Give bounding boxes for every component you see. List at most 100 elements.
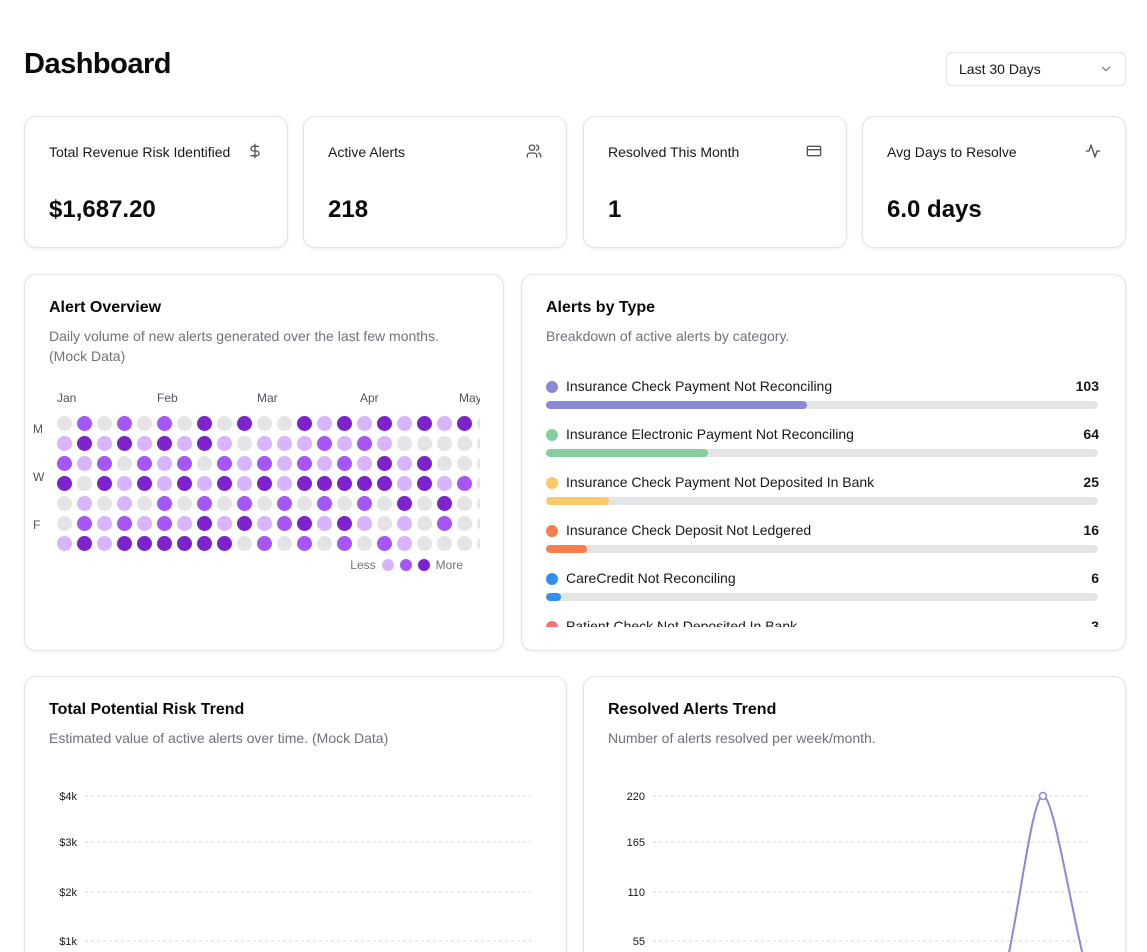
category-color-dot (546, 381, 558, 393)
alerts-by-type-subtitle: Breakdown of active alerts by category. (546, 328, 790, 344)
heatmap-cell (397, 476, 412, 491)
heatmap-cell (477, 516, 480, 531)
heatmap-cell (377, 436, 392, 451)
y-tick-label: $3k (59, 837, 77, 849)
risk-trend-subtitle: Estimated value of active alerts over ti… (49, 730, 389, 746)
alert-type-item: Insurance Check Payment Not Reconciling … (546, 377, 1099, 425)
heatmap-cell (377, 496, 392, 511)
heatmap-cell (217, 456, 232, 471)
heatmap-cell (77, 456, 92, 471)
heatmap-cell (237, 536, 252, 551)
heatmap-cell (337, 416, 352, 431)
heatmap-cell (157, 456, 172, 471)
heatmap-cell (357, 476, 372, 491)
heatmap-cell (177, 496, 192, 511)
heatmap-cell (477, 456, 480, 471)
activity-icon (1085, 144, 1101, 158)
dollar-icon (250, 143, 260, 159)
heatmap-legend: Less More (350, 558, 463, 572)
heatmap-cell (77, 516, 92, 531)
chevron-down-icon (1101, 66, 1111, 72)
heatmap-cell (417, 496, 432, 511)
heatmap-cell (417, 516, 432, 531)
alert-type-item: Insurance Electronic Payment Not Reconci… (546, 425, 1099, 473)
heatmap-cell (377, 416, 392, 431)
heatmap-cell (137, 456, 152, 471)
heatmap-cell (77, 476, 92, 491)
heatmap-cell (477, 476, 480, 491)
heatmap-cell (277, 456, 292, 471)
heatmap-cell (237, 436, 252, 451)
alert-type-item: Insurance Check Deposit Not Ledgered 16 (546, 521, 1099, 569)
risk-grid (85, 795, 531, 942)
heatmap-cell (137, 436, 152, 451)
stat-label: Resolved This Month (608, 144, 740, 160)
date-range-select[interactable]: Last 30 Days (946, 52, 1126, 86)
heatmap-cell (217, 536, 232, 551)
heatmap-cell (157, 516, 172, 531)
legend-more-label: More (435, 558, 463, 572)
alert-heatmap: Jan Feb Mar Apr May M W F (33, 389, 480, 579)
heatmap-cell (257, 436, 272, 451)
category-color-dot (546, 621, 558, 627)
heatmap-cell (117, 476, 132, 491)
heatmap-cell (437, 496, 452, 511)
heatmap-cell (257, 536, 272, 551)
heatmap-cell (417, 456, 432, 471)
y-tick-label: $4k (59, 791, 77, 803)
stat-card-avg-days: Avg Days to Resolve 6.0 days (862, 116, 1126, 248)
heatmap-cell (297, 476, 312, 491)
heatmap-cell (57, 456, 72, 471)
heatmap-cell (157, 476, 172, 491)
category-name: Patient Check Not Deposited In Bank (566, 618, 798, 627)
heatmap-cell (197, 476, 212, 491)
heatmap-cell (157, 536, 172, 551)
heatmap-cell (117, 436, 132, 451)
alert-overview-card: Alert Overview Daily volume of new alert… (24, 274, 504, 651)
category-bar-fill (546, 449, 709, 457)
y-tick-label: 110 (627, 887, 645, 899)
heatmap-cell (177, 456, 192, 471)
category-bar-track (546, 545, 1098, 553)
category-name: Insurance Check Payment Not Deposited In… (566, 474, 875, 490)
heatmap-cell (457, 436, 472, 451)
heatmap-cell (237, 496, 252, 511)
credit-card-icon (806, 145, 822, 157)
heatmap-cell (97, 416, 112, 431)
heatmap-cell (97, 516, 112, 531)
heatmap-cell (177, 416, 192, 431)
heatmap-cell (237, 416, 252, 431)
heatmap-cell (297, 536, 312, 551)
heatmap-month-label: Apr (360, 391, 379, 405)
heatmap-cell (297, 456, 312, 471)
category-bar-track (546, 401, 1098, 409)
heatmap-cell (297, 436, 312, 451)
heatmap-cell (197, 496, 212, 511)
heatmap-cell (477, 496, 480, 511)
heatmap-cell (197, 516, 212, 531)
heatmap-cell (97, 436, 112, 451)
category-count: 16 (1083, 522, 1099, 538)
category-count: 64 (1083, 426, 1099, 442)
alerts-by-type-title: Alerts by Type (546, 299, 656, 316)
category-count: 3 (1091, 618, 1099, 627)
heatmap-day-label: W (33, 470, 45, 484)
heatmap-cell (137, 416, 152, 431)
heatmap-cell (77, 436, 92, 451)
category-bar-fill (546, 545, 587, 553)
heatmap-cell (317, 496, 332, 511)
heatmap-cell (117, 536, 132, 551)
resolved-trend-card: Resolved Alerts Trend Number of alerts r… (583, 676, 1126, 952)
heatmap-cell (377, 536, 392, 551)
alert-overview-title: Alert Overview (49, 299, 162, 316)
y-tick-label: 55 (633, 936, 645, 948)
heatmap-cell (417, 476, 432, 491)
stat-value: 218 (328, 196, 369, 223)
stat-card-revenue-risk: Total Revenue Risk Identified $1,687.20 (24, 116, 288, 248)
resolved-series-line (1008, 794, 1084, 952)
heatmap-cell (137, 476, 152, 491)
heatmap-cell (117, 456, 132, 471)
heatmap-cell (357, 436, 372, 451)
alert-type-item: Patient Check Not Deposited In Bank 3 (546, 617, 1099, 627)
heatmap-cell (277, 536, 292, 551)
